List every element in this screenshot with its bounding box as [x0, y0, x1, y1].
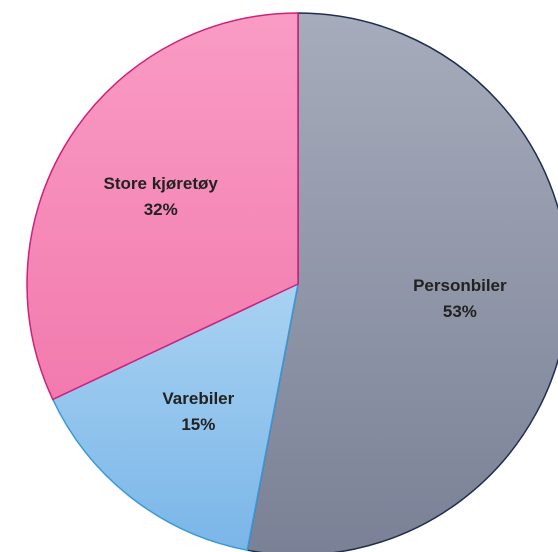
value-label: 15% [181, 415, 216, 435]
pie-slice [26, 12, 299, 401]
slice-label: Varebiler 15% [133, 386, 263, 438]
category-label: Personbiler [413, 276, 507, 296]
pie-slice [51, 282, 300, 552]
value-label: 53% [442, 302, 477, 322]
category-label: Store kjøretøy [103, 173, 218, 193]
slice-label: Store kjøretøy 32% [96, 171, 226, 223]
value-label: 32% [143, 199, 178, 219]
pie-slice [246, 12, 558, 552]
slice-label: Personbiler 53% [395, 273, 525, 325]
category-label: Varebiler [162, 389, 235, 409]
